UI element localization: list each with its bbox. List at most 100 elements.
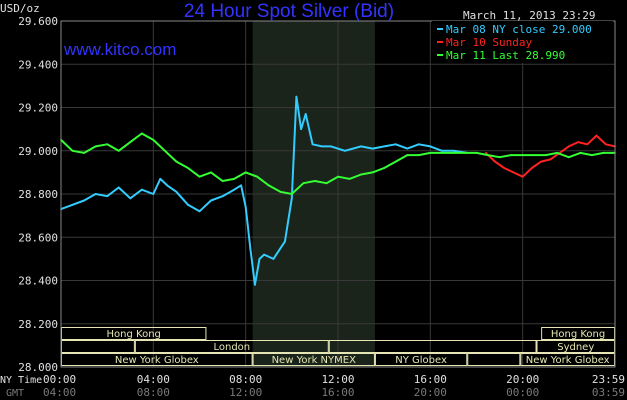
series-point: [521, 175, 524, 178]
series-point: [244, 206, 247, 208]
series-point: [314, 180, 316, 182]
series-point: [233, 178, 236, 180]
x-tick-label-ny: 00:00: [43, 373, 76, 386]
series-point: [304, 113, 307, 115]
series-point: [166, 184, 169, 187]
market-session-box: [328, 340, 537, 353]
series-point: [263, 253, 265, 256]
series-point: [441, 149, 443, 152]
series-point: [512, 171, 515, 174]
series-point: [498, 156, 501, 159]
series-point: [487, 154, 489, 157]
x-tick-label-ny: 20:00: [506, 373, 539, 386]
legend-entry: Mar 08 NY close 29.000: [446, 23, 592, 36]
series-point: [484, 152, 487, 154]
series-point: [325, 182, 328, 185]
series-point: [258, 258, 261, 260]
date-label: March 11, 2013 23:29: [463, 9, 595, 22]
series-point: [591, 154, 593, 157]
series-point: [210, 199, 212, 202]
series-point: [295, 95, 298, 98]
x-tick-label-gmt: 00:00: [506, 386, 539, 399]
series-point: [360, 173, 362, 176]
series-point: [604, 143, 607, 146]
series-point: [106, 143, 109, 146]
y-tick-label: 28.800: [18, 188, 58, 201]
series-point: [371, 147, 374, 150]
x-tick-label-ny: 04:00: [137, 373, 170, 386]
series-point: [175, 190, 178, 193]
series-point: [475, 152, 478, 154]
series-point: [360, 145, 362, 148]
axes: 29.600 29.400 29.200 29.000 28.800 28.600 28.4…: [18, 15, 625, 399]
series-point: [302, 182, 305, 185]
series-point: [290, 193, 293, 195]
series-point: [406, 147, 409, 150]
series-point: [290, 197, 293, 200]
series-point: [556, 152, 559, 154]
series-point: [279, 190, 282, 193]
series-point: [394, 160, 397, 163]
chart-title: 24 Hour Spot Silver (Bid): [184, 1, 394, 22]
series-point: [330, 145, 332, 148]
series-point: [586, 143, 589, 146]
series-point: [602, 152, 605, 154]
y-tick-label: 28.400: [18, 275, 58, 288]
series-point: [533, 154, 536, 157]
series-point: [140, 188, 143, 191]
series-point: [117, 186, 120, 189]
market-session-label: Hong Kong: [551, 329, 605, 340]
y-tick-label: 28.000: [18, 361, 58, 374]
series-point: [531, 167, 533, 169]
y-tick-label: 29.400: [18, 58, 58, 71]
plot-frame: [60, 20, 616, 368]
x-tick-label-gmt: 03:59: [592, 386, 625, 399]
series-point: [106, 195, 109, 198]
market-session-box: [252, 353, 375, 366]
series-point: [256, 175, 259, 178]
y-tick-label: 29.600: [18, 15, 58, 28]
y-tick-label: 28.200: [18, 318, 58, 331]
x-tick-label-gmt: 08:00: [137, 386, 170, 399]
y-tick-label: 28.600: [18, 231, 58, 244]
series-point: [544, 154, 547, 157]
series-point: [383, 167, 386, 169]
series-point: [452, 149, 455, 152]
series-point: [129, 141, 132, 144]
series-point: [164, 149, 166, 152]
series-point: [344, 149, 346, 152]
series-point: [417, 154, 420, 157]
x-tick-label-gmt: 04:00: [43, 386, 76, 399]
market-session-box: [467, 353, 521, 366]
x-tick-label-gmt: 16:00: [321, 386, 354, 399]
series-point: [152, 193, 155, 195]
website-label: www.kitco.com: [63, 40, 176, 59]
series-point: [595, 134, 598, 137]
series-point: [210, 171, 212, 174]
x-tick-label-ny: 23:59: [592, 373, 625, 386]
series-point: [284, 240, 286, 243]
series-point: [540, 160, 542, 163]
series-point: [198, 210, 201, 213]
series-point: [521, 154, 524, 157]
series-point: [187, 167, 189, 169]
series-point: [549, 158, 552, 161]
market-session-label: New York Globex: [526, 355, 610, 366]
units-label: USD/oz: [0, 2, 40, 15]
series-point: [175, 160, 178, 163]
series-point: [567, 156, 570, 159]
ny-time-label: NY Time: [0, 375, 42, 386]
series-point: [221, 180, 224, 182]
series-point: [567, 145, 570, 148]
series-point: [494, 160, 496, 163]
x-tick-label-ny: 16:00: [414, 373, 447, 386]
series-point: [83, 152, 85, 154]
x-tick-label-gmt: 12:00: [229, 386, 262, 399]
series-point: [337, 175, 339, 178]
series-point: [348, 178, 351, 180]
y-tick-label: 29.200: [18, 102, 58, 115]
market-session-label: London: [213, 342, 250, 353]
series-point: [394, 143, 397, 146]
